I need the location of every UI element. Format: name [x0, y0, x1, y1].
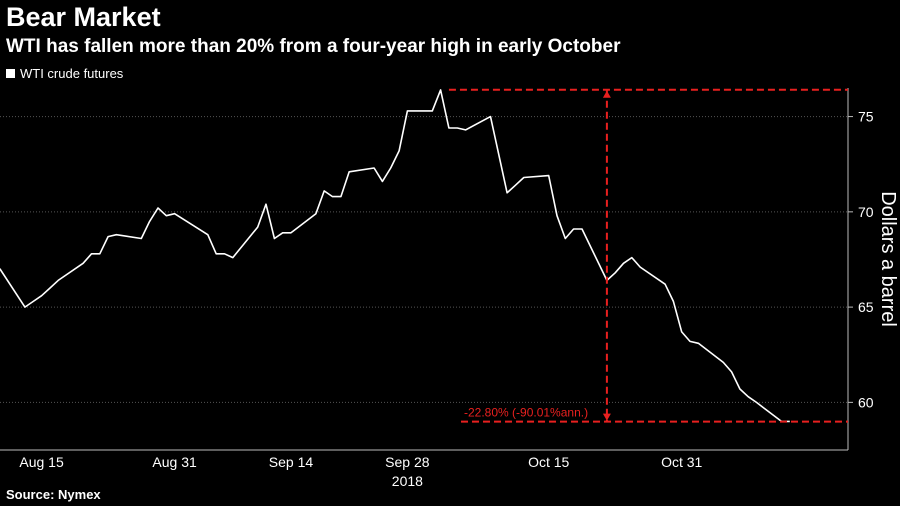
x-tick-label: Aug 15 [19, 454, 64, 470]
x-tick-label: Oct 31 [661, 454, 702, 470]
chart-subtitle: WTI has fallen more than 20% from a four… [6, 36, 621, 57]
y-tick-label: 60 [858, 394, 874, 410]
chart-title: Bear Market [6, 2, 161, 32]
x-tick-label: Aug 31 [152, 454, 197, 470]
y-axis-label: Dollars a barrel [877, 191, 899, 327]
legend-swatch [6, 69, 15, 78]
annotation-arrow-down [602, 413, 611, 421]
y-tick-label: 70 [858, 204, 874, 220]
y-tick-label: 65 [858, 299, 874, 315]
annotation-arrow-up [602, 90, 611, 98]
x-tick-label: Oct 15 [528, 454, 569, 470]
x-year-label: 2018 [392, 473, 423, 489]
series-line-wti [0, 89, 790, 423]
x-tick-label: Sep 28 [385, 454, 430, 470]
y-tick-label: 75 [858, 109, 874, 125]
source-note: Source: Nymex [6, 487, 101, 502]
legend-label: WTI crude futures [20, 66, 124, 81]
annotation-label: -22.80% (-90.01%ann.) [464, 406, 588, 420]
legend: WTI crude futures [6, 66, 123, 81]
x-tick-label: Sep 14 [269, 454, 314, 470]
